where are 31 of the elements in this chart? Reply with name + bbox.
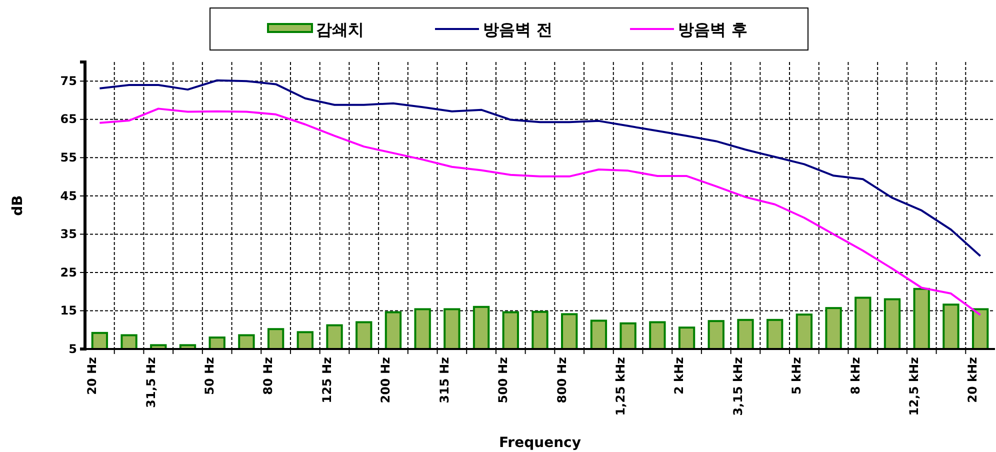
x-tick-label: 8 kHz [848, 356, 862, 395]
x-tick-label: 31,5 Hz [144, 356, 158, 408]
x-tick-label: 20 Hz [85, 356, 100, 395]
x-tick-label: 3,15 kHz [730, 356, 745, 416]
y-tick-label: 5 [68, 342, 77, 356]
x-tick-label: 20 kHz [966, 356, 980, 403]
y-tick-label: 35 [60, 227, 77, 242]
x-tick-label: 5 kHz [790, 356, 804, 395]
legend-label: 방음벽 전 [483, 20, 553, 39]
x-tick-label: 125 Hz [320, 356, 334, 404]
y-tick-label: 65 [60, 112, 77, 126]
x-tick-label: 50 Hz [202, 356, 216, 395]
y-tick-label: 25 [60, 265, 77, 280]
x-tick-label: 800 Hz [554, 356, 569, 404]
y-tick-label: 15 [60, 304, 77, 318]
line-series [98, 79, 982, 258]
x-axis-title: Frequency [499, 435, 581, 451]
y-tick-label: 55 [60, 150, 77, 165]
x-tick-label: 80 Hz [261, 356, 276, 395]
x-tick-label: 1,25 kHz [613, 356, 628, 416]
x-tick-label: 2 kHz [672, 356, 686, 395]
x-tick-label: 315 Hz [437, 356, 452, 404]
x-tick-label: 12,5 kHz [907, 356, 922, 416]
legend-label: 방음벽 후 [678, 20, 748, 39]
y-tick-label: 45 [60, 188, 77, 203]
y-tick-label: 75 [60, 74, 77, 88]
x-tick-label: 200 Hz [378, 356, 393, 404]
line-series [98, 108, 982, 316]
y-axis-title: dB [10, 195, 26, 216]
legend-label: 감쇄치 [316, 20, 364, 39]
x-tick-label: 500 Hz [496, 356, 510, 404]
